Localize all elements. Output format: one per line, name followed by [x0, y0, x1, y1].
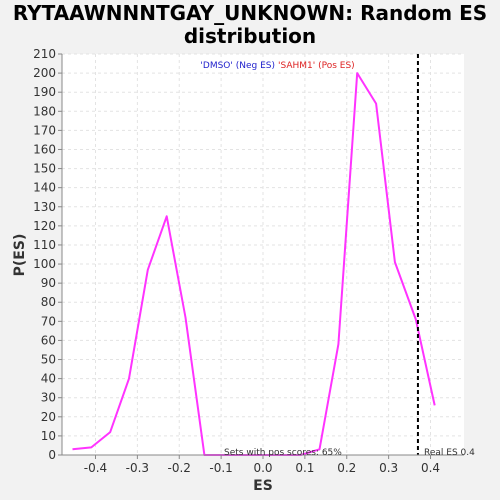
- x-tick-label: 0.2: [337, 461, 356, 475]
- x-tick-label: -0.2: [168, 461, 191, 475]
- y-tick-label: 130: [33, 200, 56, 214]
- y-axis-label: P(ES): [12, 234, 28, 277]
- y-tick-label: 60: [41, 333, 56, 347]
- x-tick-label: 0.1: [295, 461, 314, 475]
- legend-neg-label: 'DMSO' (Neg ES): [200, 61, 275, 71]
- x-tick-label: 0.3: [379, 461, 398, 475]
- y-tick-label: 10: [41, 429, 56, 443]
- y-tick-label: 50: [41, 353, 56, 367]
- x-ticks: -0.4 -0.3 -0.2 -0.1 0.0 0.1 0.2 0.3 0.4: [84, 455, 440, 475]
- chart-title-line1: RYTAAWNNNTGAY_UNKNOWN: Random ES: [13, 1, 487, 25]
- x-tick-label: -0.4: [84, 461, 107, 475]
- y-tick-label: 40: [41, 372, 56, 386]
- y-tick-label: 200: [33, 66, 56, 80]
- y-tick-label: 120: [33, 219, 56, 233]
- y-tick-label: 210: [33, 47, 56, 61]
- pos-scores-annotation: Sets with pos scores: 65%: [224, 448, 342, 458]
- y-tick-label: 80: [41, 295, 56, 309]
- chart-title-line2: distribution: [184, 24, 316, 48]
- y-tick-label: 110: [33, 238, 56, 252]
- y-tick-label: 20: [41, 410, 56, 424]
- y-tick-label: 190: [33, 85, 56, 99]
- x-tick-label: 0.4: [421, 461, 440, 475]
- y-tick-label: 180: [33, 104, 56, 118]
- y-tick-label: 150: [33, 162, 56, 176]
- legend-pos-label: 'SAHM1' (Pos ES): [278, 61, 355, 71]
- grid-layer: [62, 53, 464, 456]
- real-es-label: Real ES 0.4: [424, 448, 475, 458]
- y-tick-label: 160: [33, 142, 56, 156]
- x-tick-label: -0.1: [209, 461, 232, 475]
- y-tick-label: 30: [41, 391, 56, 405]
- y-tick-label: 70: [41, 314, 56, 328]
- x-tick-label: -0.3: [126, 461, 149, 475]
- x-tick-label: 0.0: [253, 461, 272, 475]
- y-tick-label: 90: [41, 276, 56, 290]
- y-tick-label: 0: [48, 448, 56, 462]
- y-tick-label: 100: [33, 257, 56, 271]
- y-tick-label: 140: [33, 181, 56, 195]
- y-tick-label: 170: [33, 123, 56, 137]
- y-ticks: 0 10 20 30 40 50 60 70 80 90 100 110 120 130 140 150 160…: [33, 47, 62, 462]
- x-axis-label: ES: [253, 478, 273, 494]
